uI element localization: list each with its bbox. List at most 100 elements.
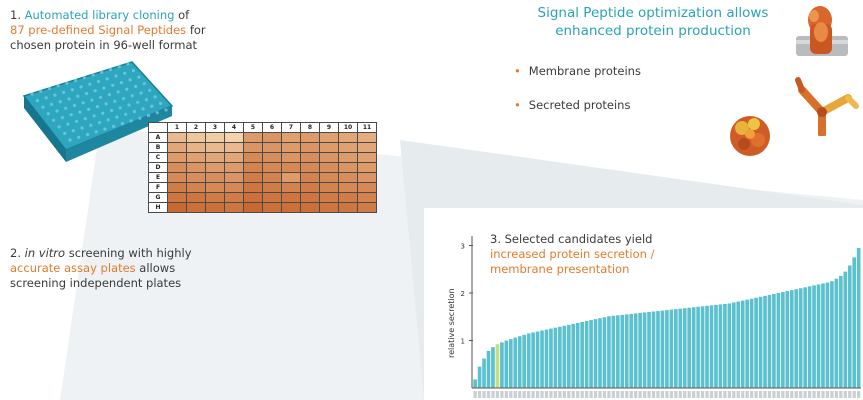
plate-well-cell xyxy=(262,132,282,143)
x-tick-label xyxy=(745,391,749,398)
plate-well-cell xyxy=(224,202,244,213)
chart-bar xyxy=(812,285,816,388)
plate-well xyxy=(124,112,128,116)
plate-well xyxy=(96,79,101,84)
chart-bar xyxy=(682,308,687,388)
chart-bar xyxy=(535,331,540,388)
step1-line1: 1. Automated library cloning of xyxy=(10,8,189,23)
x-tick-label xyxy=(816,391,821,398)
plate-row: A xyxy=(148,132,377,143)
plate-well-cell xyxy=(281,192,301,203)
x-tick-label xyxy=(736,391,740,398)
chart-bar xyxy=(531,332,535,388)
plate-well-cell xyxy=(243,192,263,203)
x-tick-label xyxy=(602,391,607,398)
plate-well xyxy=(153,95,157,99)
step2-highlight-assay-plates: accurate assay plates xyxy=(10,261,136,275)
chart-bar xyxy=(776,293,781,388)
plate-row-header: E xyxy=(148,172,168,183)
plate-well-cell xyxy=(338,132,358,143)
x-tick-label xyxy=(683,391,687,398)
chart-bar xyxy=(562,325,567,389)
plate-well-cell xyxy=(357,202,377,213)
x-tick-label xyxy=(651,391,656,398)
plate-well xyxy=(94,130,98,134)
plate-well-cell xyxy=(167,192,187,203)
x-tick-label xyxy=(718,391,723,398)
plate-row-header: C xyxy=(148,152,168,163)
plate-well-cell xyxy=(262,152,282,163)
x-tick-label xyxy=(772,391,776,398)
plate-well xyxy=(81,101,85,105)
plate-well-cell xyxy=(300,132,320,143)
plate-column-header: 7 xyxy=(281,122,301,133)
plate-well-cell xyxy=(338,192,358,203)
membrane-protein-icon xyxy=(796,6,848,56)
x-tick-label xyxy=(665,391,669,398)
x-tick-label xyxy=(647,391,651,398)
x-tick-label xyxy=(803,391,807,398)
plate-well xyxy=(79,85,83,89)
plate-well xyxy=(64,106,68,110)
plate-well-cell xyxy=(281,202,301,213)
plate-well xyxy=(69,113,73,117)
plate-well-cell xyxy=(300,152,320,163)
plate-well xyxy=(77,135,81,139)
x-tick-label xyxy=(821,391,825,398)
plate-well-cell xyxy=(338,162,358,173)
plate-column-header: 1 xyxy=(167,122,187,133)
plate-well xyxy=(132,110,136,114)
plate-well xyxy=(60,116,64,120)
plate-well-cell xyxy=(167,162,187,173)
chart-bar xyxy=(633,313,638,388)
chart-bar xyxy=(495,344,500,388)
step2-prefix: 2. xyxy=(10,246,25,260)
plate-well-cell xyxy=(357,182,377,193)
plate-well xyxy=(120,122,124,126)
chart-bar xyxy=(781,292,785,388)
plate-row-header: G xyxy=(148,192,168,203)
x-tick-label xyxy=(741,391,745,398)
x-tick-label xyxy=(642,391,647,398)
plate-well xyxy=(93,89,97,93)
plate-well xyxy=(123,71,127,75)
plate-well-cell xyxy=(224,182,244,193)
plate-well xyxy=(121,96,126,101)
plate-well xyxy=(130,94,134,98)
plate-well-cell xyxy=(357,172,377,183)
chart-bar xyxy=(754,297,758,388)
chart-bar xyxy=(620,314,625,388)
chart-bar xyxy=(843,271,848,389)
plate-well-cell xyxy=(338,152,358,163)
x-tick-label xyxy=(638,391,642,398)
step3-highlight1: increased protein secretion / xyxy=(490,247,655,261)
plate-well-cell xyxy=(224,162,244,173)
plate-well-cell xyxy=(205,162,225,173)
plate-well-cell xyxy=(167,202,187,213)
x-tick-label xyxy=(692,391,696,398)
chart-bar xyxy=(745,299,750,388)
plate-well-cell xyxy=(186,202,206,213)
antibody-icon xyxy=(795,77,859,136)
plate-row-header: B xyxy=(148,142,168,153)
chart-bar xyxy=(486,350,491,388)
chart-bar xyxy=(834,278,839,388)
plate-well xyxy=(62,90,66,94)
plate-well-cell xyxy=(357,142,377,153)
plate-well xyxy=(107,93,111,97)
plate-well-cell xyxy=(205,172,225,183)
plate-well-cell xyxy=(319,152,339,163)
x-tick-label xyxy=(857,391,861,398)
plate-well xyxy=(46,112,50,116)
chart-bar xyxy=(731,302,736,388)
x-tick-label xyxy=(509,391,513,398)
plate-well-cell xyxy=(167,142,187,153)
chart-bar xyxy=(723,303,727,388)
plate-row-header: A xyxy=(148,132,168,143)
plate-well xyxy=(39,89,43,93)
plate-well-cell xyxy=(300,192,320,203)
plate-well xyxy=(66,122,70,126)
chart-bar xyxy=(660,310,665,388)
step2-mid2: allows xyxy=(135,261,176,275)
plate-well-cell xyxy=(186,172,206,183)
